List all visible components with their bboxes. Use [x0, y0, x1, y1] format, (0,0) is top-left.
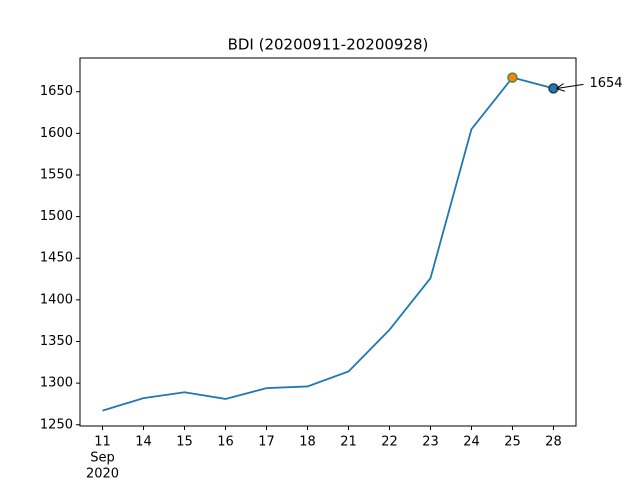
y-tick-label: 1650: [40, 84, 73, 99]
x-tick-label: 17: [258, 435, 275, 450]
x-tick-label: 11: [94, 435, 111, 450]
y-tick-label: 1350: [40, 334, 73, 349]
y-tick-label: 1550: [40, 167, 73, 182]
max-marker: [507, 72, 518, 83]
x-tick-label: 25: [504, 435, 521, 450]
y-tick-label: 1600: [40, 126, 73, 141]
line: [102, 76, 554, 412]
x-tick-label: 15: [176, 435, 193, 450]
x-sublabel: Sep: [90, 451, 115, 466]
last-marker: [548, 83, 559, 94]
y-tick-label: 1250: [40, 417, 73, 432]
annotation-arrow: [557, 84, 584, 88]
x-tick-label: 14: [135, 435, 152, 450]
x-tick-label: 23: [422, 435, 439, 450]
x-tick-label: 22: [381, 435, 398, 450]
x-tick-label: 28: [545, 435, 562, 450]
x-tick-label: 18: [299, 435, 316, 450]
x-tick-label: 16: [217, 435, 234, 450]
chart-title: BDI (20200911-20200928): [228, 36, 429, 54]
annotation: 1654: [589, 76, 622, 91]
plot-frame: [79, 57, 577, 427]
y-tick-label: 1500: [40, 209, 73, 224]
y-tick-label: 1450: [40, 251, 73, 266]
x-tick-label: 24: [463, 435, 480, 450]
y-tick-label: 1400: [40, 292, 73, 307]
y-tick-label: 1300: [40, 376, 73, 391]
x-sublabel: 2020: [86, 467, 119, 480]
x-tick-label: 21: [340, 435, 357, 450]
